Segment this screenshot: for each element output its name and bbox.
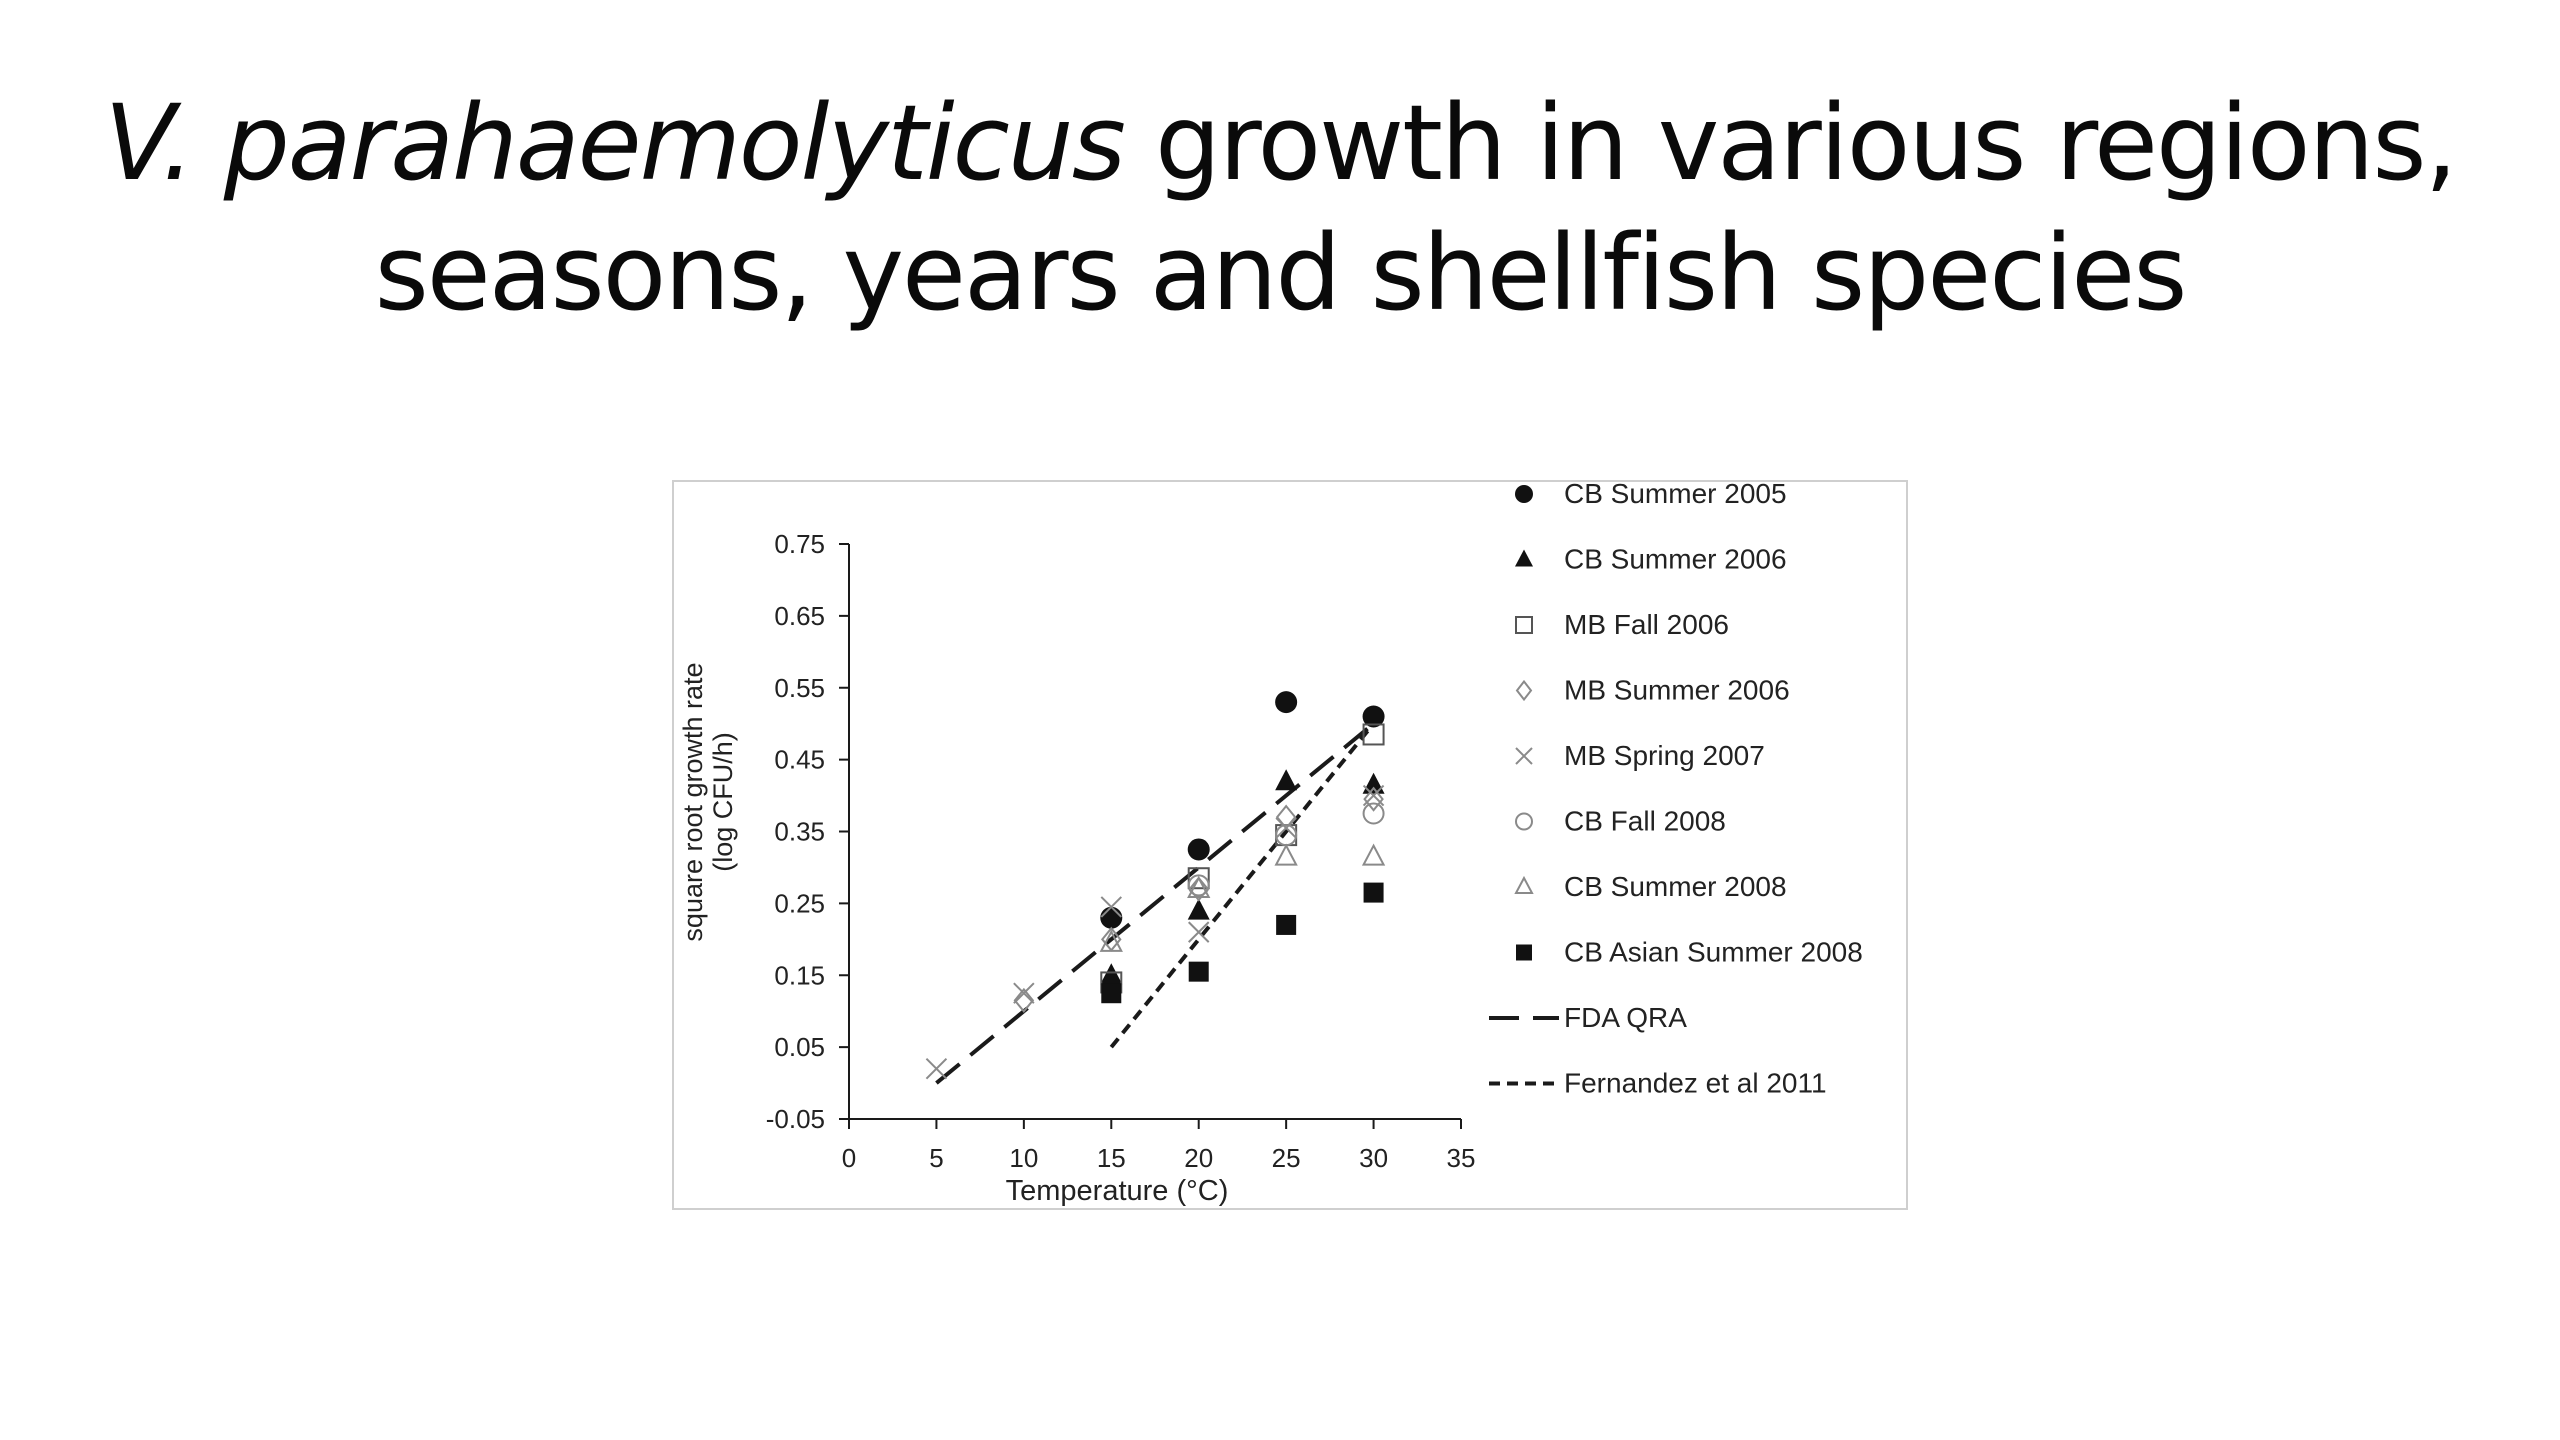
point-mb-fall-2006: [1362, 723, 1385, 746]
legend-label-cb-summer-2005: CB Summer 2005: [1564, 482, 1787, 509]
point-mb-spring-2007: [1188, 921, 1210, 943]
legend-label-mb-fall-2006: MB Fall 2006: [1564, 609, 1729, 640]
legend-marker-cb-summer-2008: [1514, 875, 1534, 894]
point-cb-asian-summer-2008: [1276, 914, 1297, 935]
slide-title-line1: V. parahaemolyticus growth in various re…: [0, 78, 2560, 208]
point-cb-asian-summer-2008: [1363, 882, 1384, 903]
point-mb-spring-2007: [1362, 784, 1385, 807]
point-mb-spring-2007: [1275, 817, 1297, 839]
x-axis-label: Temperature (°C): [1006, 1175, 1229, 1207]
point-mb-summer-2006: [1188, 876, 1210, 902]
point-cb-asian-summer-2008: [1101, 983, 1122, 1004]
x-tick-label: 5: [929, 1143, 943, 1173]
legend-label-mb-spring-2007: MB Spring 2007: [1564, 740, 1765, 771]
y-tick-label: 0.05: [774, 1032, 825, 1062]
x-tick-label: 10: [1009, 1143, 1038, 1173]
y-tick-label: 0.75: [774, 529, 825, 559]
y-tick-label: 0.55: [774, 673, 825, 703]
legend-label-cb-asian-summer-2008: CB Asian Summer 2008: [1564, 937, 1863, 968]
point-cb-summer-2008: [1274, 843, 1298, 866]
y-axis-label-line1: square root growth rate: [678, 662, 708, 941]
point-cb-summer-2006: [1100, 963, 1123, 985]
x-tick-label: 20: [1184, 1143, 1213, 1173]
legend-label-fda-qra: FDA QRA: [1564, 1002, 1687, 1033]
legend-marker-cb-summer-2005: [1515, 485, 1533, 503]
y-axis-label-line2: (log CFU/h): [708, 732, 738, 872]
point-cb-summer-2006: [1187, 898, 1210, 920]
legend-label-mb-summer-2006: MB Summer 2006: [1564, 675, 1790, 706]
point-cb-asian-summer-2008: [1188, 961, 1209, 982]
legend-label-cb-fall-2008: CB Fall 2008: [1564, 806, 1726, 837]
fit-line-fernandez-et-al-2011: [1109, 722, 1376, 1049]
point-mb-spring-2007: [925, 1057, 948, 1080]
slide-title-line2: seasons, years and shellfish species: [374, 212, 2188, 334]
point-mb-fall-2006: [1187, 867, 1210, 890]
legend-label-cb-summer-2006: CB Summer 2006: [1564, 544, 1787, 575]
y-tick-label: 0.15: [774, 960, 825, 990]
point-cb-summer-2006: [1275, 769, 1298, 791]
point-cb-summer-2008: [1099, 929, 1123, 952]
point-mb-summer-2006: [1363, 786, 1384, 812]
y-tick-label: 0.35: [774, 817, 825, 847]
point-cb-summer-2006: [1362, 772, 1385, 794]
point-cb-fall-2008: [1187, 874, 1210, 897]
point-mb-summer-2006: [1013, 987, 1035, 1013]
legend-marker-cb-summer-2006: [1515, 549, 1533, 567]
growth-rate-chart: -0.05 0.05 0.15 0.25 0.35 0.45 0.55 0.65 0.75 0 5 1…: [678, 478, 1863, 1207]
point-cb-fall-2008: [1362, 802, 1385, 825]
point-cb-summer-2005: [1100, 906, 1123, 929]
slide-title: V. parahaemolyticus growth in various re…: [0, 78, 2560, 338]
x-tick-label: 30: [1359, 1143, 1388, 1173]
legend-marker-mb-summer-2006: [1515, 679, 1533, 702]
point-cb-summer-2005: [1187, 838, 1210, 861]
point-cb-summer-2008: [1361, 843, 1386, 866]
y-tick-label: -0.05: [766, 1104, 825, 1134]
title-rest: growth in various regions,: [1123, 82, 2458, 204]
y-tick-label: 0.25: [774, 888, 825, 918]
legend-label-cb-summer-2008: CB Summer 2008: [1564, 871, 1787, 902]
legend-marker-mb-fall-2006: [1515, 616, 1533, 634]
point-mb-spring-2007: [1013, 982, 1035, 1004]
y-tick-label: 0.45: [774, 745, 825, 775]
point-cb-summer-2005: [1362, 705, 1385, 728]
y-tick-label: 0.65: [774, 601, 825, 631]
point-cb-summer-2008: [1187, 875, 1211, 898]
fit-line-fda-qra: [935, 722, 1375, 1085]
point-cb-summer-2005: [1275, 691, 1298, 714]
legend-marker-mb-spring-2007: [1515, 747, 1533, 765]
point-mb-spring-2007: [1100, 896, 1122, 918]
chart-frame: -0.05 0.05 0.15 0.25 0.35 0.45 0.55 0.65 0.75 0 5 1…: [672, 478, 1908, 1210]
x-tick-label: 25: [1272, 1143, 1301, 1173]
legend-marker-cb-asian-summer-2008: [1516, 944, 1532, 961]
legend-marker-cb-fall-2008: [1515, 812, 1533, 831]
x-tick-label: 35: [1447, 1143, 1476, 1173]
title-species: V. parahaemolyticus: [104, 82, 1126, 204]
x-tick-label: 15: [1097, 1143, 1126, 1173]
legend-label-fernandez-et-al-2011: Fernandez et al 2011: [1564, 1068, 1827, 1099]
x-tick-label: 0: [842, 1143, 856, 1173]
